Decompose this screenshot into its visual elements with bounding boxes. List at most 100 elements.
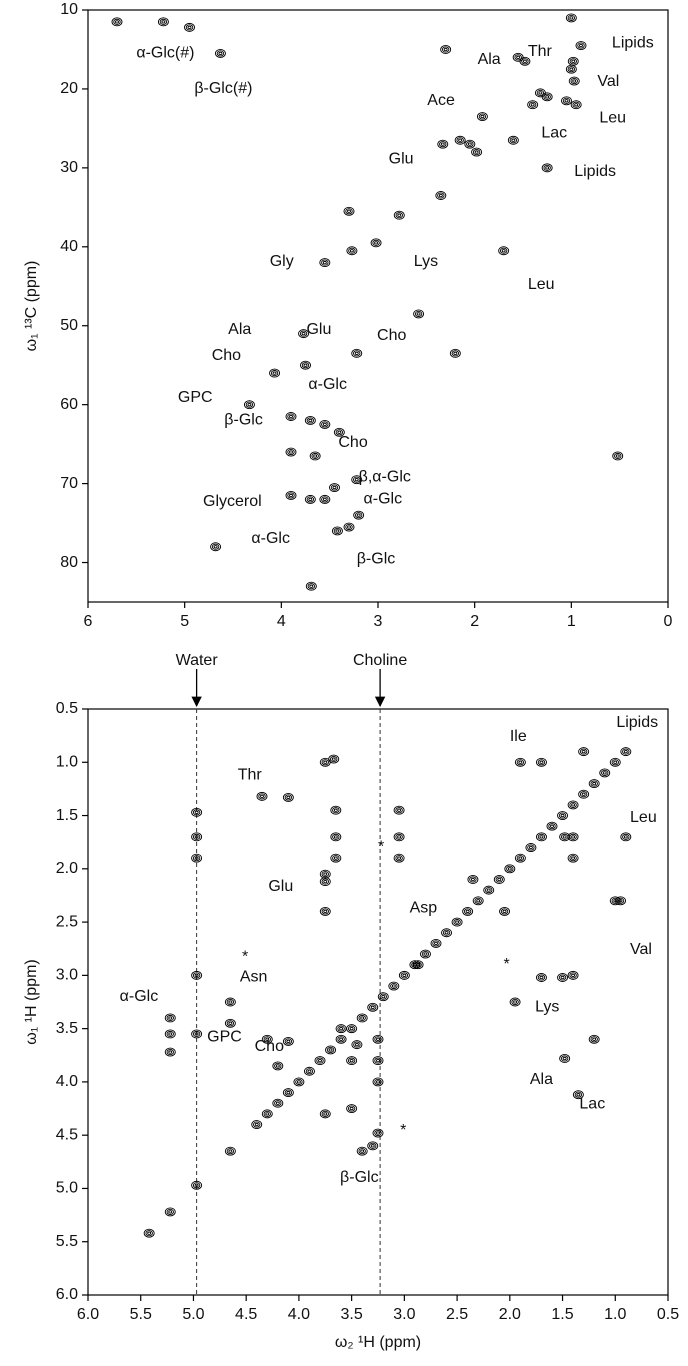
annotation: Lac: [541, 124, 567, 141]
x-tick-label: 0: [664, 613, 673, 630]
y-tick-label: 4.0: [56, 1073, 78, 1090]
annotation: α-Glc: [364, 491, 403, 508]
peak: [111, 17, 123, 27]
peak: [514, 853, 526, 863]
annotation: GPC: [178, 389, 213, 406]
peak: [314, 1056, 326, 1066]
x-tick-label: 3.0: [393, 1306, 415, 1323]
x-tick-label: 3.5: [341, 1306, 363, 1323]
peak: [191, 1180, 203, 1190]
peak: [599, 768, 611, 778]
peak: [412, 960, 424, 970]
peak: [393, 832, 405, 842]
peak: [143, 1228, 155, 1238]
peak: [514, 757, 526, 767]
annotation: Cho: [212, 347, 241, 364]
peak: [462, 906, 474, 916]
annotation: Glu: [389, 150, 414, 167]
peak: [319, 906, 331, 916]
peak: [224, 1018, 236, 1028]
peak: [372, 1128, 384, 1138]
peak: [325, 1045, 336, 1055]
peak: [557, 811, 568, 820]
annotation: Cho: [255, 1038, 284, 1055]
peak: [572, 1090, 584, 1100]
peak: [214, 48, 226, 58]
annotation: α-Glc: [308, 376, 347, 393]
y-tick-label: 3.5: [56, 1020, 78, 1037]
peak: [498, 246, 510, 256]
peak: [224, 1146, 236, 1156]
x-tick-label: 4.0: [288, 1306, 310, 1323]
peak: [351, 348, 363, 358]
peak: [388, 981, 400, 991]
peak: [546, 821, 558, 831]
peak: [351, 475, 363, 485]
peak: [440, 45, 452, 54]
peak: [570, 100, 582, 110]
peak: [568, 76, 580, 86]
annotation: α-Glc(#): [136, 45, 194, 62]
peak: [454, 135, 466, 145]
peak: [615, 896, 626, 906]
y-tick-label: 30: [60, 159, 78, 176]
peak: [335, 1034, 347, 1044]
peak: [567, 56, 579, 66]
annotation: Thr: [238, 766, 263, 783]
peak: [578, 747, 590, 757]
peak: [319, 419, 331, 429]
annotation: Val: [597, 73, 619, 90]
peak: [588, 1034, 600, 1044]
peak: [575, 41, 587, 50]
annotation: Thr: [528, 43, 553, 60]
peak: [282, 792, 294, 802]
y-axis-label: ω₁ ¹³C (ppm): [23, 261, 40, 352]
peak: [210, 542, 222, 552]
peak: [437, 139, 449, 149]
peak: [272, 1098, 284, 1108]
annotation: Ala: [228, 321, 251, 338]
y-tick-label: 0.5: [56, 700, 78, 717]
peak: [620, 747, 632, 757]
peak: [499, 906, 510, 916]
annotation: Val: [630, 941, 652, 958]
y-tick-label: 70: [60, 475, 78, 492]
annotation: Lipids: [616, 714, 658, 731]
peak: [536, 757, 547, 767]
x-tick-label: 4: [277, 613, 286, 630]
peak: [256, 791, 268, 801]
peak: [504, 864, 516, 874]
x-tick-label: 2.0: [499, 1306, 521, 1323]
y-tick-label: 3.0: [56, 967, 78, 984]
peak: [251, 1120, 263, 1129]
annotation: α-Glc: [120, 988, 159, 1005]
x-tick-label: 6.0: [77, 1306, 99, 1323]
x-tick-label: 2.5: [446, 1306, 468, 1323]
annotation: β-Glc: [340, 1169, 379, 1186]
peak: [561, 96, 572, 106]
x-tick-label: 4.5: [235, 1306, 257, 1323]
peak: [567, 853, 579, 863]
y-tick-label: 6.0: [56, 1286, 78, 1303]
peak: [398, 970, 410, 980]
peak: [285, 447, 297, 457]
peak: [565, 13, 577, 23]
annotation: Leu: [630, 809, 657, 826]
x-tick-label: 5.5: [130, 1306, 152, 1323]
peak: [441, 928, 452, 938]
peak: [451, 917, 463, 927]
peak: [343, 522, 355, 532]
peak: [261, 1109, 273, 1119]
y-tick-label: 40: [60, 238, 78, 255]
peak: [261, 1034, 273, 1044]
y-tick-label: 2.0: [56, 860, 78, 877]
peak: [157, 17, 169, 27]
annotation: Ala: [530, 1071, 553, 1088]
peak: [330, 832, 342, 842]
peak: [293, 1077, 305, 1087]
peak: [430, 938, 442, 948]
plot-frame: [87, 9, 669, 603]
peak: [372, 1056, 384, 1066]
peak: [319, 258, 331, 268]
annotation: Glycerol: [203, 493, 262, 510]
